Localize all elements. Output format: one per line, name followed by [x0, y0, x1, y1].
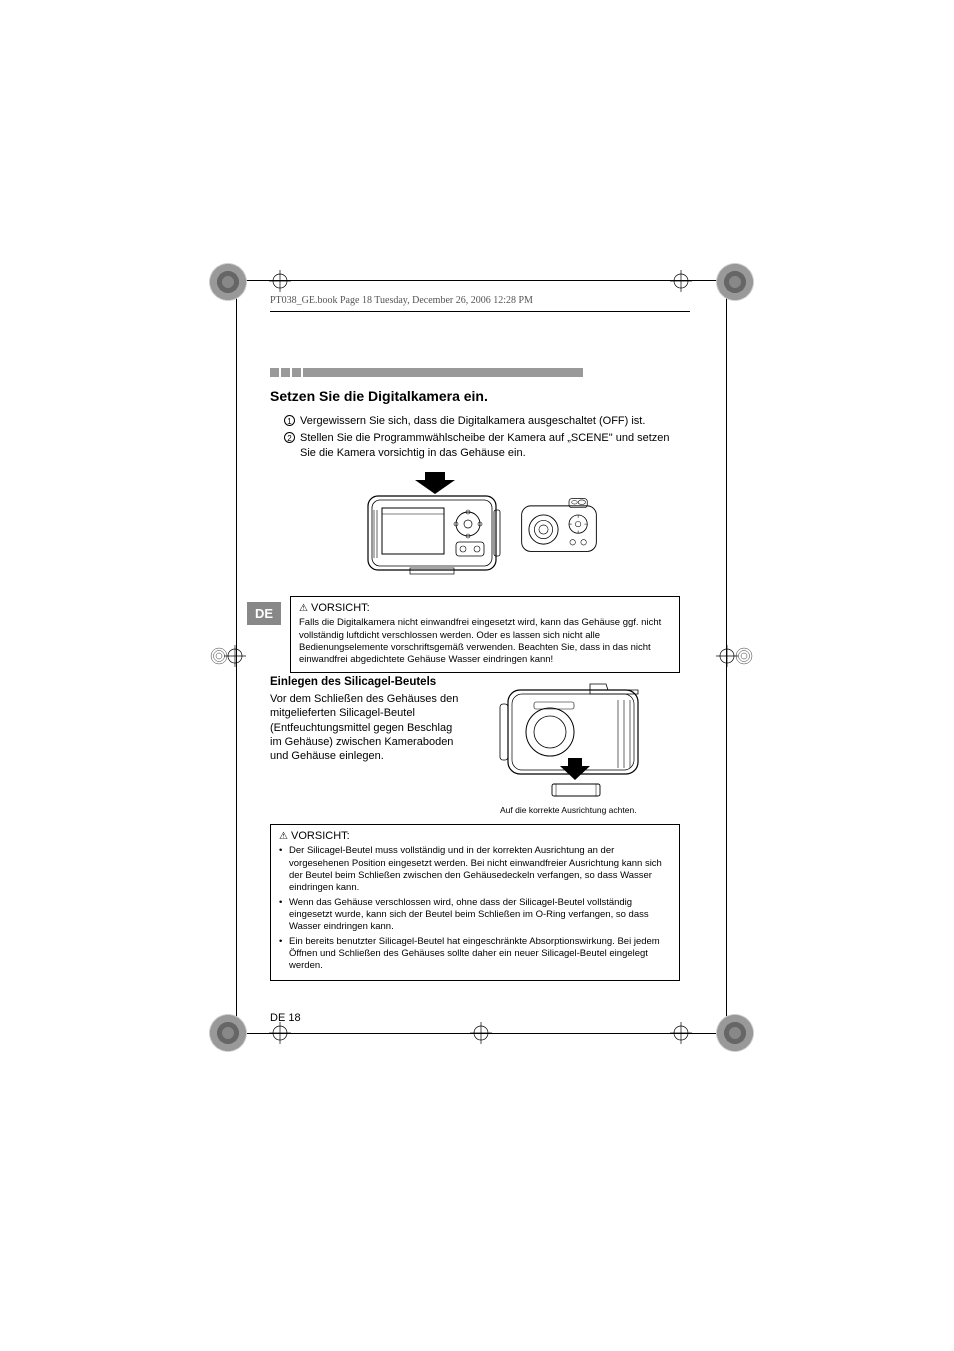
caution-text-1: Falls die Digitalkamera nicht einwandfre… — [299, 617, 671, 666]
illustration-camera-insert — [360, 470, 600, 580]
caution-label-text-2: VORSICHT: — [291, 830, 350, 842]
step-text-2: Stellen Sie die Programmwählscheibe der … — [300, 431, 684, 461]
step-2: 2 Stellen Sie die Programmwählscheibe de… — [284, 431, 684, 461]
square-icon — [270, 368, 279, 377]
warning-icon: ⚠ — [299, 602, 308, 615]
reg-corner-tl — [209, 263, 247, 301]
caution2-text-1: Wenn das Gehäuse verschlossen wird, ohne… — [289, 897, 671, 934]
book-header-row: PT038_GE.book Page 18 Tuesday, December … — [270, 295, 690, 306]
book-header-text: PT038_GE.book Page 18 Tuesday, December … — [270, 295, 533, 306]
square-icon — [281, 368, 290, 377]
reg-cross-br — [670, 1022, 692, 1044]
subheading-silicagel: Einlegen des Silicagel-Beutels — [270, 676, 436, 688]
caution2-text-0: Der Silicagel-Beutel muss vollständig un… — [289, 845, 671, 894]
reg-corner-br — [716, 1014, 754, 1052]
caution-label-1: ⚠ VORSICHT: — [299, 601, 671, 615]
caution2-text-2: Ein bereits benutzter Silicagel-Beutel h… — [289, 936, 671, 973]
section-title: Setzen Sie die Digitalkamera ein. — [270, 388, 488, 404]
steps-list: 1 Vergewissern Sie sich, dass die Digita… — [284, 414, 684, 463]
square-icon — [292, 368, 301, 377]
section-squares — [270, 368, 583, 377]
illustration2-caption: Auf die korrekte Ausrichtung achten. — [500, 805, 637, 815]
step-num-2: 2 — [284, 431, 300, 461]
reg-cross-bl — [269, 1022, 291, 1044]
reg-cross-tr — [670, 270, 692, 292]
housing-svg — [360, 470, 510, 580]
square-bar — [303, 368, 583, 377]
reg-corner-bl — [209, 1014, 247, 1052]
language-tab: DE — [247, 602, 281, 625]
caution-box-2: ⚠ VORSICHT: •Der Silicagel-Beutel muss v… — [270, 824, 680, 981]
caution2-item: •Wenn das Gehäuse verschlossen wird, ohn… — [279, 897, 671, 934]
crop-line-top — [236, 280, 726, 281]
step-text-1: Vergewissern Sie sich, dass die Digitalk… — [300, 414, 645, 429]
header-underline — [270, 311, 690, 312]
reg-corner-tr — [716, 263, 754, 301]
illustration-silicagel — [490, 680, 675, 800]
warning-icon: ⚠ — [279, 830, 288, 843]
caution-box-1: ⚠ VORSICHT: Falls die Digitalkamera nich… — [290, 596, 680, 673]
step-num-1: 1 — [284, 414, 300, 429]
step-1: 1 Vergewissern Sie sich, dass die Digita… — [284, 414, 684, 429]
page-number: DE 18 — [270, 1012, 301, 1024]
caution-label-2: ⚠ VORSICHT: — [279, 829, 671, 843]
caution2-item: •Ein bereits benutzter Silicagel-Beutel … — [279, 936, 671, 973]
reg-ring-mr — [735, 647, 753, 665]
caution-label-text-1: VORSICHT: — [311, 602, 370, 614]
reg-cross-tl — [269, 270, 291, 292]
caution2-item: •Der Silicagel-Beutel muss vollständig u… — [279, 845, 671, 894]
subtext-silicagel: Vor dem Schließen des Gehäuses den mitge… — [270, 692, 460, 763]
camera-svg — [518, 493, 600, 557]
reg-cross-bc — [470, 1022, 492, 1044]
caution2-list: •Der Silicagel-Beutel muss vollständig u… — [279, 845, 671, 972]
reg-ring-ml — [210, 647, 228, 665]
